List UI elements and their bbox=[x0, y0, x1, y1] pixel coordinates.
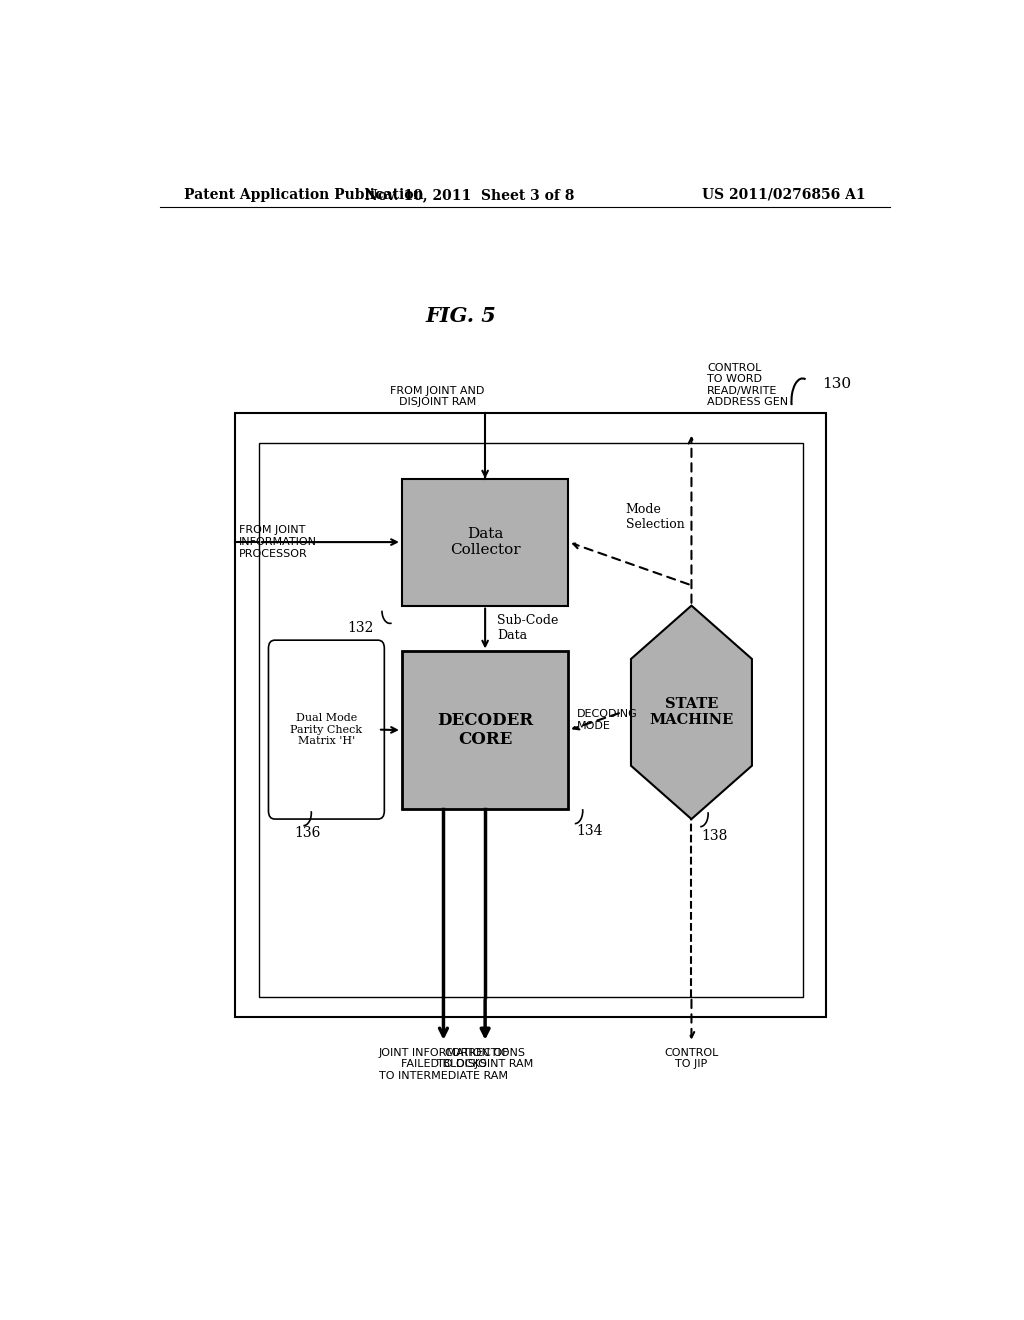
Text: CONTROL
TO WORD
READ/WRITE
ADDRESS GEN: CONTROL TO WORD READ/WRITE ADDRESS GEN bbox=[708, 363, 788, 408]
Text: CORRECTIONS
TO DISJOINT RAM: CORRECTIONS TO DISJOINT RAM bbox=[437, 1048, 534, 1069]
Text: 132: 132 bbox=[347, 620, 374, 635]
Bar bbox=[401, 479, 568, 606]
Polygon shape bbox=[631, 606, 752, 818]
FancyBboxPatch shape bbox=[268, 640, 384, 818]
Text: Data
Collector: Data Collector bbox=[450, 527, 520, 557]
Text: JOINT INFORMATION OF
FAILED BLOCKS
TO INTERMEDIATE RAM: JOINT INFORMATION OF FAILED BLOCKS TO IN… bbox=[378, 1048, 509, 1081]
Text: 136: 136 bbox=[294, 826, 321, 840]
Text: DECODING
MODE: DECODING MODE bbox=[577, 709, 637, 731]
Text: Patent Application Publication: Patent Application Publication bbox=[183, 187, 423, 202]
Text: CONTROL
TO JIP: CONTROL TO JIP bbox=[665, 1048, 719, 1069]
Text: Sub-Code
Data: Sub-Code Data bbox=[497, 615, 558, 643]
Text: US 2011/0276856 A1: US 2011/0276856 A1 bbox=[702, 187, 866, 202]
Text: FIG. 5: FIG. 5 bbox=[426, 306, 497, 326]
Text: Mode
Selection: Mode Selection bbox=[626, 503, 684, 531]
Text: FROM JOINT
INFORMATION
PROCESSOR: FROM JOINT INFORMATION PROCESSOR bbox=[240, 525, 317, 558]
Bar bbox=[401, 651, 568, 809]
Text: STATE
MACHINE: STATE MACHINE bbox=[649, 697, 733, 727]
Text: 130: 130 bbox=[822, 378, 852, 391]
Text: 134: 134 bbox=[577, 824, 603, 838]
Text: FROM JOINT AND
DISJOINT RAM: FROM JOINT AND DISJOINT RAM bbox=[390, 385, 484, 408]
Bar bbox=[259, 444, 803, 997]
Text: Dual Mode
Parity Check
Matrix 'H': Dual Mode Parity Check Matrix 'H' bbox=[291, 713, 362, 746]
Bar bbox=[236, 413, 826, 1018]
Text: DECODER
CORE: DECODER CORE bbox=[437, 711, 534, 748]
Text: Nov. 10, 2011  Sheet 3 of 8: Nov. 10, 2011 Sheet 3 of 8 bbox=[365, 187, 573, 202]
Text: 138: 138 bbox=[701, 829, 728, 843]
